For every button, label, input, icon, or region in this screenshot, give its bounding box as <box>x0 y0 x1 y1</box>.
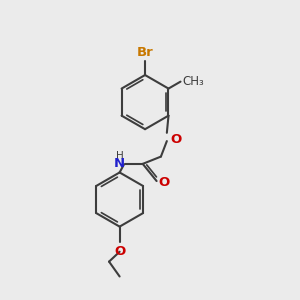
Text: N: N <box>114 158 125 170</box>
Text: H: H <box>116 151 124 161</box>
Text: Br: Br <box>137 46 153 59</box>
Text: O: O <box>158 176 169 189</box>
Text: O: O <box>114 245 125 258</box>
Text: CH₃: CH₃ <box>182 75 204 88</box>
Text: O: O <box>171 134 182 146</box>
